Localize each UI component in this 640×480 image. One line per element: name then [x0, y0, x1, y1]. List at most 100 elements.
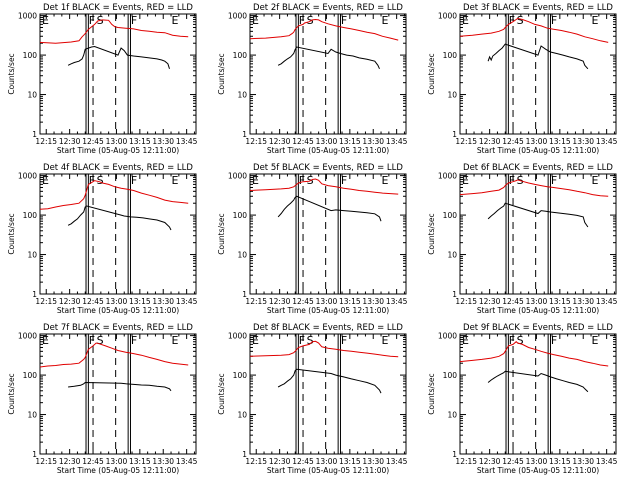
interval-marker-label: F	[131, 14, 137, 27]
series-line-lld-red	[249, 18, 399, 41]
series-line-events-black	[68, 381, 172, 392]
series-line-events-black	[487, 43, 589, 70]
interval-marker-label: F	[341, 14, 347, 27]
y-tick-label: 1000	[438, 332, 457, 341]
x-tick-label: 12:45	[502, 457, 524, 466]
interval-marker-label: F	[341, 174, 347, 187]
series-line-events-black	[277, 368, 382, 394]
y-tick-label: 1	[242, 130, 247, 139]
y-tick-label: 1	[242, 290, 247, 299]
y-tick-label: 1	[242, 450, 247, 459]
y-axis-label: Counts/sec	[7, 213, 16, 254]
series-line-lld-red	[459, 17, 609, 43]
y-tick-label: 10	[237, 411, 247, 420]
interval-marker-label: F	[551, 174, 557, 187]
x-tick-label: 13:45	[176, 137, 198, 146]
x-tick-label: 13:45	[176, 297, 198, 306]
series-line-events-black	[487, 202, 589, 228]
x-tick-label: 13:30	[362, 297, 384, 306]
y-tick-label: 1	[452, 290, 457, 299]
x-tick-label: 13:15	[339, 137, 361, 146]
y-tick-label: 100	[23, 371, 38, 380]
x-tick-label: 13:45	[386, 457, 408, 466]
x-tick-label: 12:45	[292, 457, 314, 466]
y-tick-label: 100	[443, 51, 458, 60]
series-line-lld-red	[39, 342, 189, 368]
x-tick-label: 12:30	[269, 137, 291, 146]
x-tick-label: 13:30	[572, 137, 594, 146]
interval-marker-label: S	[307, 334, 314, 347]
series-line-events-black	[67, 45, 170, 69]
x-axis-label: Start Time (05-Aug-05 12:11:00)	[57, 306, 179, 315]
x-axis-label: Start Time (05-Aug-05 12:11:00)	[57, 146, 179, 155]
x-axis-label: Start Time (05-Aug-05 12:11:00)	[267, 306, 389, 315]
interval-marker-label: E	[591, 334, 598, 347]
x-tick-label: 12:30	[269, 457, 291, 466]
interval-marker-label: E	[252, 14, 259, 27]
x-tick-label: 12:15	[245, 457, 267, 466]
plot-frame	[459, 173, 617, 295]
series-line-lld-red	[459, 341, 609, 367]
x-tick-label: 13:00	[106, 457, 128, 466]
x-axis-label: Start Time (05-Aug-05 12:11:00)	[477, 466, 599, 475]
y-tick-label: 10	[27, 411, 37, 420]
interval-marker-label: F	[131, 174, 137, 187]
x-tick-label: 12:15	[35, 297, 57, 306]
y-tick-label: 1	[452, 450, 457, 459]
interval-marker-label: F	[551, 14, 557, 27]
plot-frame	[39, 333, 197, 455]
x-tick-label: 13:45	[596, 137, 618, 146]
panel-title: Det 4f BLACK = Events, RED = LLD	[43, 163, 193, 173]
y-tick-label: 1000	[18, 332, 37, 341]
interval-marker-label: E	[591, 14, 598, 27]
interval-marker-label: E	[462, 14, 469, 27]
x-tick-label: 12:45	[82, 297, 104, 306]
x-tick-label: 12:15	[245, 297, 267, 306]
x-tick-label: 13:45	[386, 137, 408, 146]
x-axis-label: Start Time (05-Aug-05 12:11:00)	[477, 146, 599, 155]
x-tick-label: 13:15	[129, 297, 151, 306]
interval-marker-label: E	[171, 334, 178, 347]
series-line-events-black	[277, 195, 382, 222]
x-tick-label: 13:45	[596, 457, 618, 466]
interval-marker-label: S	[97, 174, 104, 187]
interval-marker-label: F	[299, 174, 305, 187]
x-tick-label: 13:30	[152, 457, 174, 466]
x-tick-label: 13:30	[362, 457, 384, 466]
x-tick-label: 12:30	[479, 457, 501, 466]
interval-marker-label: E	[381, 334, 388, 347]
x-tick-label: 13:15	[339, 297, 361, 306]
interval-marker-label: F	[509, 174, 515, 187]
y-axis-label: Counts/sec	[217, 213, 226, 254]
x-axis-label: Start Time (05-Aug-05 12:11:00)	[267, 146, 389, 155]
x-tick-label: 12:45	[82, 137, 104, 146]
x-tick-label: 12:30	[479, 137, 501, 146]
x-tick-label: 12:45	[502, 137, 524, 146]
y-tick-label: 100	[233, 211, 248, 220]
x-tick-label: 12:15	[455, 457, 477, 466]
y-axis-label: Counts/sec	[427, 373, 436, 414]
x-axis-label: Start Time (05-Aug-05 12:11:00)	[267, 466, 389, 475]
y-tick-label: 100	[443, 371, 458, 380]
y-tick-label: 1	[32, 130, 37, 139]
x-tick-label: 13:30	[572, 297, 594, 306]
x-tick-label: 12:45	[292, 137, 314, 146]
series-line-lld-red	[39, 180, 189, 210]
interval-marker-label: E	[381, 174, 388, 187]
interval-marker-label: F	[551, 334, 557, 347]
x-tick-label: 13:15	[549, 457, 571, 466]
plot-frame	[459, 333, 617, 455]
interval-marker-label: S	[97, 334, 104, 347]
plot-frame	[249, 333, 407, 455]
x-tick-label: 12:30	[479, 297, 501, 306]
x-tick-label: 12:15	[455, 137, 477, 146]
interval-marker-label: E	[171, 14, 178, 27]
interval-marker-label: S	[307, 14, 314, 27]
x-tick-label: 13:00	[316, 137, 338, 146]
